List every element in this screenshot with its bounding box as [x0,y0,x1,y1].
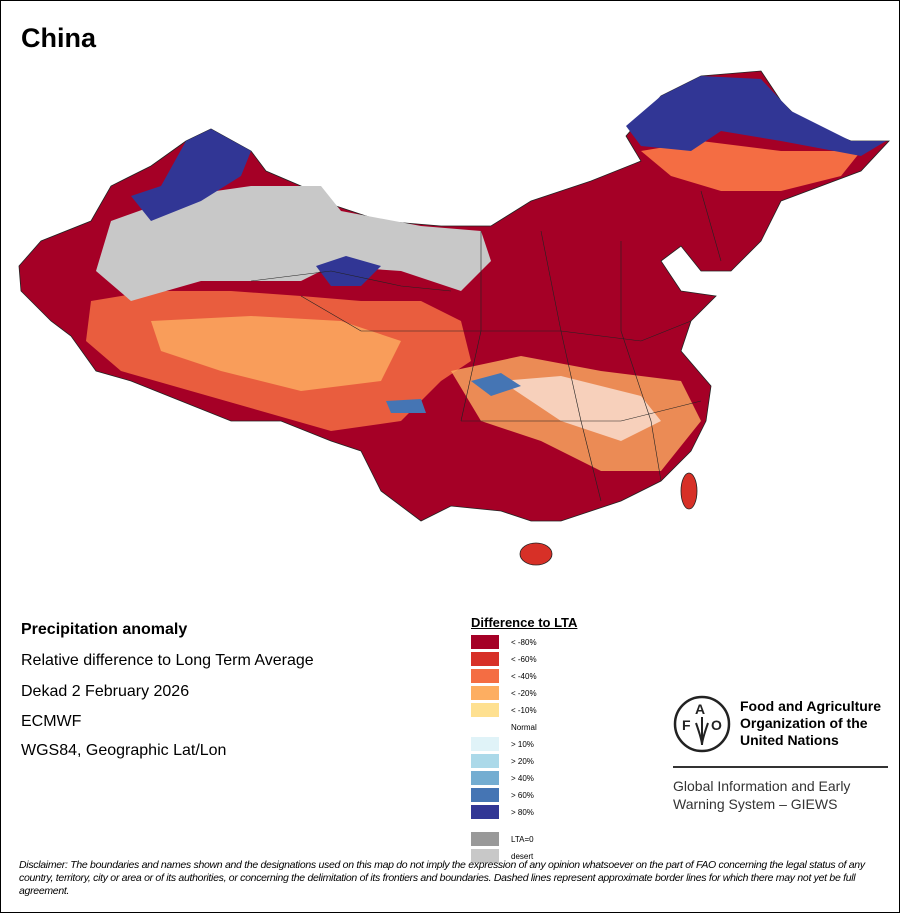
legend-label: < -20% [511,689,537,698]
projection: WGS84, Geographic Lat/Lon [21,742,227,759]
hainan-island [519,542,553,566]
giews-name: Global Information and Early Warning Sys… [673,777,850,813]
legend-swatch [471,771,499,785]
legend-swatch [471,737,499,751]
svg-text:A: A [695,701,705,717]
product-title: Precipitation anomaly [21,621,188,638]
fao-name-line: United Nations [740,732,839,748]
legend-label: < -10% [511,706,537,715]
legend-swatch [471,754,499,768]
product-description: Relative difference to Long Term Average [21,652,314,669]
legend-title: Difference to LTA [471,615,578,630]
giews-line: Warning System – GIEWS [673,796,838,812]
northwest-wet-region [131,129,251,221]
legend-swatch [471,788,499,802]
svg-text:F: F [682,717,691,733]
legend-swatch [471,669,499,683]
central-wet-region [471,373,521,396]
central-normal-region [501,376,661,441]
disclaimer: Disclaimer: The boundaries and names sho… [19,859,865,897]
province-boundaries [250,190,722,502]
legend-label: > 10% [511,740,534,749]
fao-name-line: Food and Agriculture [740,698,882,714]
legend-swatch [471,849,499,863]
northeast-anomaly-region [641,141,861,191]
divider [673,766,888,768]
fao-name-line: Organization of the [740,715,868,731]
legend-label: > 60% [511,791,534,800]
legend-label: > 20% [511,757,534,766]
legend-swatch [471,635,499,649]
legend-swatch [471,805,499,819]
legend-swatch [471,703,499,717]
northeast-wet-region [626,76,886,156]
desert-region [96,186,491,301]
legend-label: desert [511,852,534,861]
legend-label: < -60% [511,655,537,664]
legend-label: < -40% [511,672,537,681]
period: Dekad 2 February 2026 [21,683,190,700]
legend-swatch [471,652,499,666]
legend-label: LTA=0 [511,835,534,844]
legend-swatch [471,832,499,846]
legend-label: > 40% [511,774,534,783]
fao-name: Food and Agriculture Organization of the… [740,698,881,749]
svg-text:O: O [711,717,722,733]
giews-line: Global Information and Early [673,778,851,794]
tibet-wet-region [386,399,426,413]
legend-label: Normal [511,723,537,732]
legend-label: > 80% [511,808,534,817]
legend-swatch [471,686,499,700]
fao-logo-icon: F A O [673,695,731,753]
taiwan-island [680,472,698,510]
tibet-light-region [151,316,401,391]
data-source: ECMWF [21,713,82,730]
map-title: China [21,23,97,53]
precipitation-anomaly-map [18,70,890,566]
legend-label: < -80% [511,638,537,647]
